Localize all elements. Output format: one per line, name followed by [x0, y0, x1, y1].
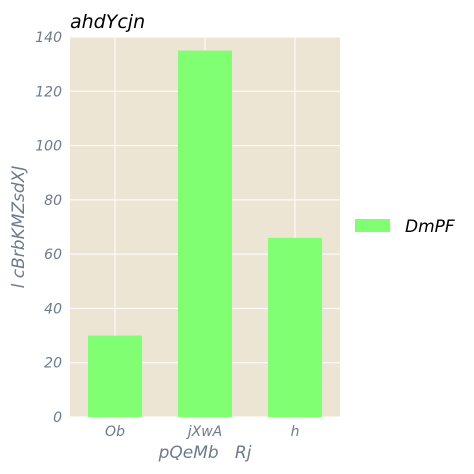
- y-tick-label: 120: [35, 84, 62, 100]
- x-tick-label: jXwA: [186, 424, 223, 440]
- x-tick-label: h: [291, 424, 300, 440]
- bar: [88, 335, 142, 417]
- x-tick-label: Ob: [105, 424, 125, 440]
- bar-series: [88, 50, 322, 417]
- x-axis-label: pQeMb Rj: [158, 443, 252, 463]
- y-tick-label: 80: [44, 193, 62, 209]
- y-tick-label: 0: [53, 410, 62, 426]
- bar: [178, 50, 232, 417]
- legend: DmPF: [355, 217, 455, 237]
- bar: [268, 237, 322, 417]
- y-tick-label: 40: [44, 301, 62, 317]
- y-tick-labels: 0 20 40 60 80 100 120 140: [35, 30, 62, 426]
- legend-swatch: [355, 219, 390, 232]
- y-tick-label: 60: [44, 247, 62, 263]
- y-tick-label: 140: [35, 30, 62, 46]
- x-tick-labels: Ob jXwA h: [105, 424, 299, 440]
- chart-title: ahdYcjn: [70, 11, 145, 33]
- y-tick-label: 100: [35, 139, 62, 155]
- y-axis-label: l cBrbKMZsdXJ: [9, 166, 29, 289]
- y-tick-label: 20: [44, 356, 62, 372]
- legend-label: DmPF: [405, 217, 455, 237]
